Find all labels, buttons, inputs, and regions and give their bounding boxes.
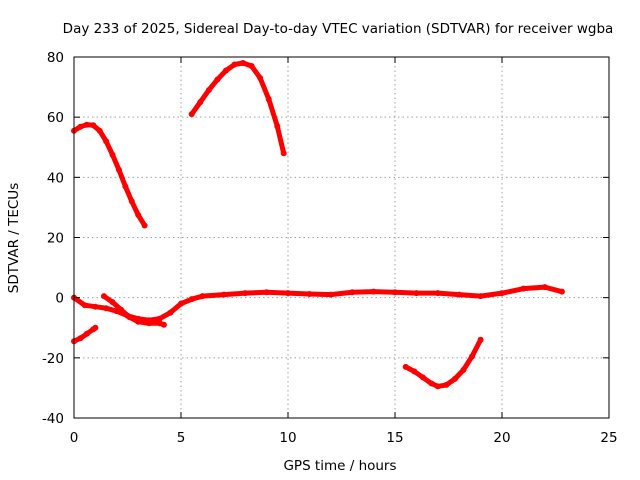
data-point (83, 121, 90, 128)
data-point (214, 76, 221, 83)
data-point (77, 123, 84, 130)
chart-title: Day 233 of 2025, Sidereal Day-to-day VTE… (63, 21, 614, 37)
data-point (135, 211, 142, 218)
data-point (248, 63, 255, 70)
data-point (135, 318, 142, 325)
data-point (81, 302, 88, 309)
data-point (541, 284, 548, 291)
series-arc-2 (188, 60, 287, 157)
data-point (83, 330, 90, 337)
data-point (469, 353, 476, 360)
data-point (499, 290, 505, 297)
data-point (257, 75, 264, 82)
data-point (100, 293, 107, 300)
y-tick-label: 80 (47, 50, 64, 66)
data-point (103, 138, 110, 145)
series-line (71, 122, 148, 228)
x-tick-label: 0 (70, 430, 79, 446)
data-point (451, 375, 458, 382)
series-arc-1 (71, 121, 148, 229)
y-tick-label: -20 (42, 351, 64, 367)
data-point (242, 290, 249, 297)
data-point (92, 324, 99, 331)
x-tick-label: 5 (177, 430, 186, 446)
data-point (128, 198, 135, 205)
grid-layer (74, 57, 609, 418)
data-point (205, 87, 212, 94)
series-arc-4 (402, 336, 484, 390)
data-point (428, 380, 435, 387)
y-tick-label: 40 (47, 170, 64, 186)
data-point (222, 67, 229, 74)
data-point (402, 363, 409, 370)
data-point (285, 290, 291, 297)
data-point (231, 61, 238, 68)
data-point (419, 374, 426, 381)
data-point (160, 321, 167, 328)
data-point (126, 314, 133, 321)
y-tick-label: 20 (47, 231, 64, 247)
data-point (197, 99, 204, 106)
data-point (460, 366, 467, 373)
data-point (178, 300, 184, 307)
series-near-zero-band (71, 284, 565, 324)
data-point (434, 383, 441, 390)
data-point (103, 305, 110, 312)
series-arc-3 (71, 324, 99, 345)
data-point (274, 123, 281, 130)
data-point (263, 289, 270, 296)
data-point (520, 285, 527, 292)
data-point (109, 299, 116, 306)
data-point (411, 368, 418, 375)
data-point (456, 291, 463, 298)
data-point (434, 290, 441, 297)
x-tick-label: 25 (600, 430, 617, 446)
y-tick-label: 60 (47, 110, 64, 126)
tick-layer: 0 5 10 15 20 25 -40 -20 0 20 40 60 80 (42, 50, 618, 446)
data-point (77, 335, 84, 342)
series-layer (71, 60, 565, 390)
series-lower-band (100, 293, 167, 328)
y-tick-label: -40 (42, 411, 64, 427)
data-point (156, 315, 163, 322)
data-point (280, 150, 287, 157)
data-point (122, 183, 129, 190)
data-point (477, 293, 484, 300)
data-point (141, 222, 148, 229)
data-point (477, 336, 484, 343)
data-point (96, 127, 103, 134)
data-point (327, 291, 334, 298)
data-point (92, 303, 99, 310)
data-point (115, 166, 122, 173)
data-point (118, 306, 125, 313)
data-point (306, 291, 313, 298)
series-line (71, 284, 565, 323)
data-point (443, 381, 450, 388)
data-point (90, 122, 97, 129)
y-axis-label: SDTVAR / TECUs (6, 183, 22, 293)
data-point (349, 289, 356, 296)
data-point (265, 96, 272, 103)
data-point (240, 60, 247, 67)
data-point (558, 288, 565, 295)
data-point (220, 291, 227, 298)
x-tick-label: 10 (279, 430, 296, 446)
data-point (370, 288, 377, 295)
data-point (188, 111, 195, 118)
series-line (403, 337, 484, 389)
x-tick-label: 20 (493, 430, 510, 446)
data-point (188, 296, 195, 303)
data-point (109, 151, 116, 158)
y-tick-label: 0 (55, 291, 64, 307)
data-point (199, 293, 206, 300)
data-point (145, 320, 152, 327)
data-point (167, 309, 174, 316)
data-point (413, 290, 420, 297)
x-tick-label: 15 (386, 430, 403, 446)
data-point (392, 289, 398, 296)
series-line (189, 60, 287, 156)
x-axis-label: GPS time / hours (283, 458, 396, 474)
